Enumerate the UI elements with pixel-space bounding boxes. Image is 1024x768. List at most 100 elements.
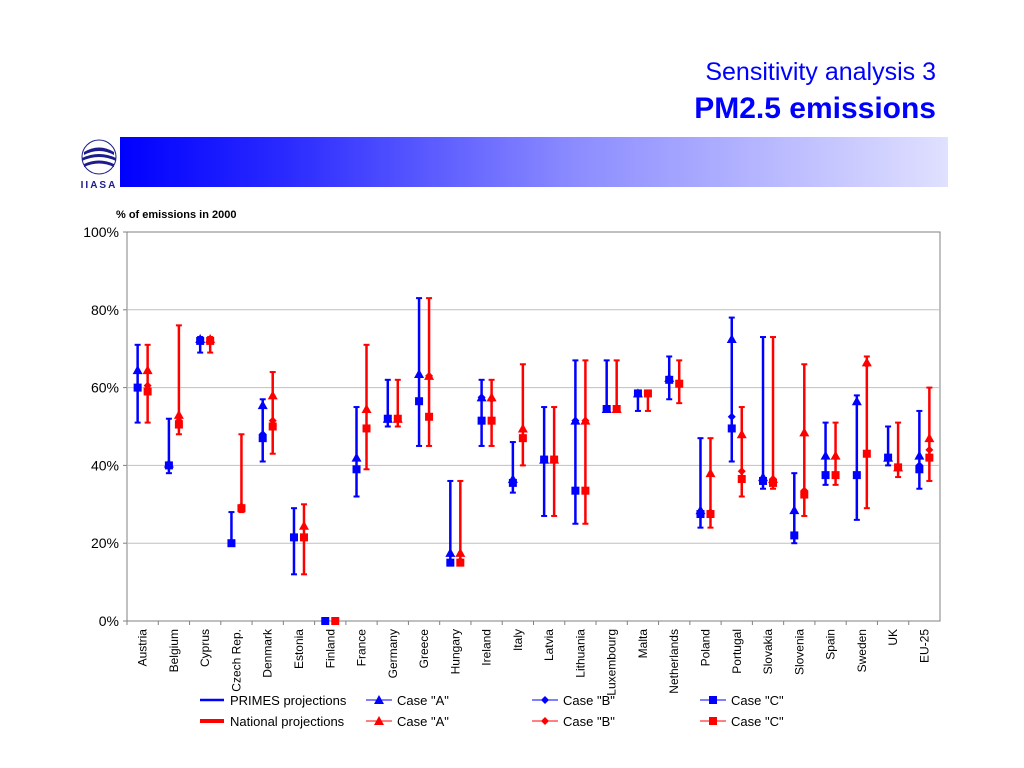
- case-a-marker: [486, 392, 497, 402]
- case-b-marker: [541, 696, 549, 704]
- case-a-marker: [382, 413, 393, 423]
- case-a-marker: [861, 357, 872, 367]
- case-c-marker: [862, 449, 871, 458]
- gridlines: [123, 231, 941, 625]
- case-b-marker: [456, 556, 465, 565]
- legend-case-label: Case "B": [563, 714, 615, 729]
- case-b-marker: [643, 389, 652, 398]
- case-a-marker: [424, 370, 435, 380]
- case-a-marker: [914, 450, 925, 460]
- case-c-marker: [925, 453, 934, 462]
- category-label: Ireland: [480, 629, 494, 666]
- legend-case-label: Case "A": [397, 714, 449, 729]
- case-b-marker: [289, 533, 298, 542]
- case-c-marker: [331, 617, 340, 625]
- case-a-marker: [736, 429, 747, 439]
- legend-case-label: Case "B": [563, 693, 615, 708]
- y-tick-label: 60%: [91, 380, 119, 396]
- category-label: Estonia: [292, 629, 306, 669]
- category-label: Greece: [417, 629, 431, 669]
- case-b-marker: [821, 471, 830, 480]
- case-b-marker: [237, 502, 246, 511]
- case-b-marker: [268, 416, 277, 425]
- case-a-marker: [517, 423, 528, 433]
- case-a-marker: [361, 403, 372, 413]
- case-a-marker: [768, 474, 779, 484]
- y-tick-label: 100%: [83, 224, 119, 240]
- case-a-marker: [374, 716, 384, 725]
- case-a-marker: [142, 365, 153, 375]
- case-a-marker: [205, 333, 216, 343]
- case-a-marker: [924, 433, 935, 443]
- case-c-marker: [709, 696, 717, 704]
- category-label: France: [355, 629, 369, 667]
- case-c-marker: [487, 416, 496, 425]
- case-b-marker: [143, 381, 152, 390]
- case-a-marker: [570, 415, 581, 425]
- case-a-marker: [789, 505, 800, 515]
- case-b-marker: [800, 486, 809, 495]
- case-c-marker: [227, 539, 236, 548]
- legend-case-label: Case "A": [397, 693, 449, 708]
- case-b-marker: [299, 533, 308, 542]
- category-label: Finland: [323, 629, 337, 668]
- case-a-marker: [601, 403, 612, 413]
- case-a-marker: [298, 520, 309, 530]
- case-b-marker: [518, 434, 527, 443]
- legend-series-label: National projections: [230, 714, 345, 729]
- category-label: Czech Rep.: [229, 629, 243, 692]
- plot-frame: [126, 231, 941, 622]
- svg-text:IIASA: IIASA: [81, 180, 118, 191]
- legend-row-primes: PRIMES projections Case "A" Case "B" Case "…: [200, 693, 784, 708]
- category-label: Spain: [824, 629, 838, 660]
- case-a-marker: [507, 474, 518, 484]
- category-label: UK: [886, 629, 900, 646]
- category-label: Italy: [511, 629, 525, 651]
- category-label: Belgium: [167, 629, 181, 672]
- header-banner: [120, 137, 948, 187]
- x-axis-categories: Austria Belgium Cyprus Czech Rep. Denmark Est…: [136, 628, 932, 696]
- case-a-marker: [267, 390, 278, 400]
- data-marks: [132, 297, 935, 625]
- y-tick-label: 0%: [99, 613, 119, 629]
- legend-case-label: Case "C": [731, 714, 784, 729]
- case-a-marker: [374, 695, 384, 704]
- case-b-marker: [362, 424, 371, 433]
- case-c-marker: [581, 486, 590, 495]
- category-label: EU-25: [917, 629, 931, 663]
- category-label: Austria: [136, 629, 150, 667]
- case-a-marker: [392, 413, 403, 423]
- category-label: Germany: [386, 629, 400, 678]
- y-tick-label: 40%: [91, 457, 119, 473]
- case-a-marker: [455, 547, 466, 557]
- legend-series-label: PRIMES projections: [230, 693, 347, 708]
- legend-case-label: Case "C": [731, 693, 784, 708]
- case-a-marker: [799, 427, 810, 437]
- case-a-marker: [539, 454, 550, 464]
- case-a-marker: [476, 392, 487, 402]
- category-label: Hungary: [448, 629, 462, 674]
- case-a-marker: [611, 403, 622, 413]
- y-tick-label: 20%: [91, 535, 119, 551]
- case-a-marker: [163, 458, 174, 468]
- y-tick-label: 80%: [91, 302, 119, 318]
- case-c-marker: [477, 416, 486, 425]
- case-a-marker: [580, 415, 591, 425]
- case-a-marker: [705, 468, 716, 478]
- case-a-marker: [726, 333, 737, 343]
- case-a-marker: [830, 450, 841, 460]
- case-b-marker: [415, 397, 424, 406]
- case-b-marker: [852, 471, 861, 480]
- category-label: Latvia: [542, 629, 556, 661]
- case-a-marker: [195, 333, 206, 343]
- case-c-marker: [571, 486, 580, 495]
- slide-title: Sensitivity analysis 3: [705, 58, 936, 86]
- primes-series: [132, 297, 925, 625]
- category-label: Slovakia: [761, 629, 775, 675]
- category-label: Lithuania: [573, 629, 587, 678]
- case-c-marker: [709, 717, 717, 725]
- case-a-marker: [632, 388, 643, 398]
- category-label: Malta: [636, 629, 650, 659]
- case-a-marker: [883, 452, 894, 462]
